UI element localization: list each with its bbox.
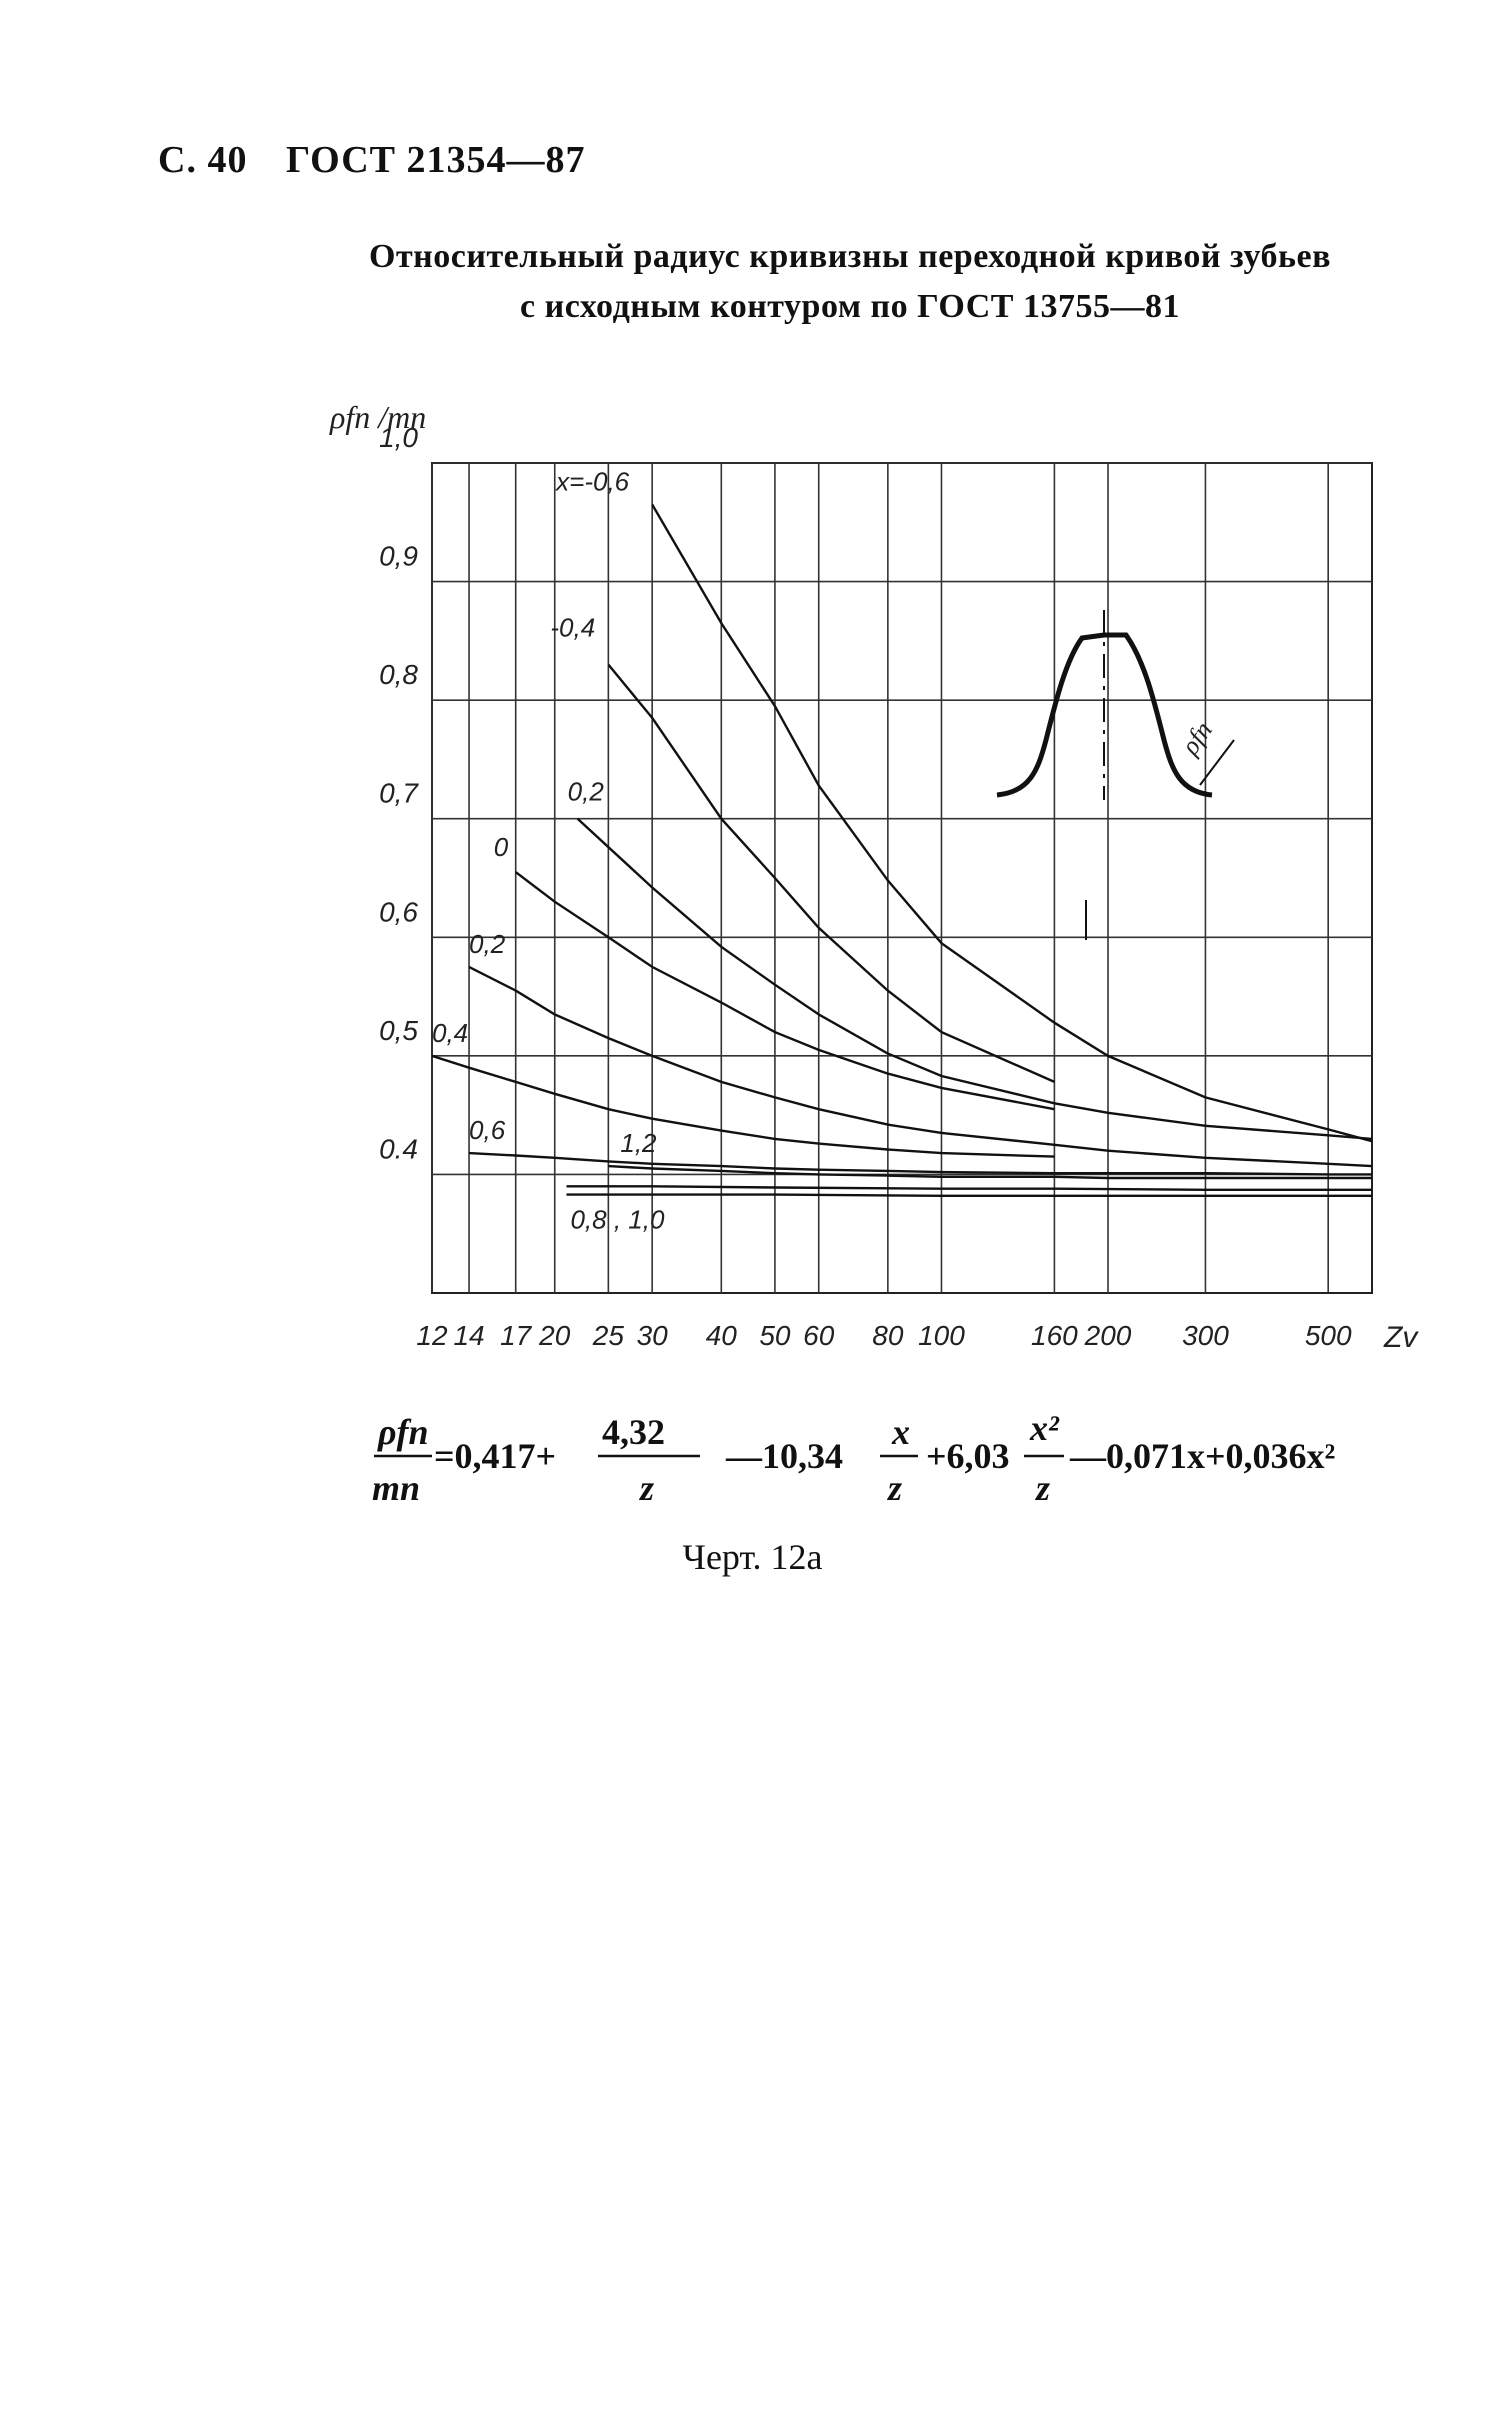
formula: ρfn mn =0,417+ 4,32 z —10,34 x z +6,03 x… bbox=[370, 1400, 1410, 1529]
formula-t3-den: z bbox=[1034, 1468, 1050, 1508]
formula-lhs-den: mn bbox=[372, 1468, 420, 1508]
series-label-8: 0,8 , 1,0 bbox=[570, 1204, 664, 1234]
series-label-7: 1,2 bbox=[620, 1128, 657, 1158]
x-tick-label: 25 bbox=[592, 1320, 625, 1351]
rho-arrow bbox=[1199, 739, 1235, 786]
series-line-7 bbox=[608, 1164, 1372, 1180]
rho-label: ρfn bbox=[1175, 716, 1218, 760]
chart-svg: 12 14 17 20 25 30 40 50 60 80 100 160 200 300 500 0.4 0,… bbox=[329, 399, 1419, 1354]
series-line-4 bbox=[468, 965, 1373, 1168]
formula-t2-num: x bbox=[891, 1412, 910, 1452]
y-tick-label: 0,7 bbox=[379, 778, 419, 809]
formula-t3-num: x² bbox=[1029, 1408, 1060, 1448]
x-tick-label: 80 bbox=[872, 1320, 904, 1351]
chart-title: Относительный радиус кривизны переходной… bbox=[300, 232, 1400, 332]
y-axis-label: ρfn /mn bbox=[329, 399, 426, 435]
series-line-5 bbox=[431, 1054, 1055, 1158]
chart-series bbox=[431, 503, 1373, 1197]
formula-svg: ρfn mn =0,417+ 4,32 z —10,34 x z +6,03 x… bbox=[372, 1408, 1335, 1508]
x-tick-label: 50 bbox=[759, 1320, 791, 1351]
x-tick-label: 200 bbox=[1084, 1320, 1132, 1351]
series-label-6: 0,6 bbox=[469, 1115, 506, 1145]
series-line-1 bbox=[607, 663, 1055, 1083]
chart-labels: 12 14 17 20 25 30 40 50 60 80 100 160 200 300 500 0.4 0,… bbox=[329, 399, 1419, 1354]
page-number: С. 40 bbox=[158, 139, 248, 181]
chart-grid bbox=[431, 462, 1373, 1294]
formula-t1-den: z bbox=[638, 1468, 654, 1508]
y-tick-label: 1,0 bbox=[379, 422, 418, 453]
formula-const: =0,417+ bbox=[434, 1436, 556, 1476]
x-tick-label: 12 bbox=[416, 1320, 448, 1351]
title-line-1: Относительный радиус кривизны переходной… bbox=[369, 238, 1331, 275]
x-tick-label: 160 bbox=[1031, 1320, 1078, 1351]
y-tick-label: 0,5 bbox=[379, 1015, 418, 1046]
x-tick-label: 300 bbox=[1182, 1320, 1229, 1351]
y-tick-label: 0,9 bbox=[379, 541, 418, 572]
y-tick-label: 0,6 bbox=[379, 896, 418, 927]
y-tick-label: 0,8 bbox=[379, 659, 418, 690]
series-label-3: 0 bbox=[494, 832, 509, 862]
series-label-1: -0,4 bbox=[550, 613, 595, 643]
formula-coef-3: +6,03 bbox=[926, 1436, 1010, 1476]
series-line-6 bbox=[468, 1151, 1372, 1176]
formula-t2-den: z bbox=[886, 1468, 902, 1508]
series-line-8 bbox=[566, 1185, 1372, 1191]
x-tick-label: 100 bbox=[918, 1320, 965, 1351]
formula-t1-num: 4,32 bbox=[602, 1412, 665, 1452]
x-tick-label: 60 bbox=[803, 1320, 835, 1351]
series-line-9 bbox=[566, 1193, 1372, 1197]
standard-number: ГОСТ 21354—87 bbox=[285, 139, 586, 181]
figure-caption: Черт. 12а bbox=[682, 1537, 823, 1577]
x-tick-label: 14 bbox=[453, 1320, 484, 1351]
series-label-0: x=-0,6 bbox=[554, 467, 630, 497]
formula-coef-2: —10,34 bbox=[725, 1436, 843, 1476]
series-line-2 bbox=[576, 817, 1373, 1141]
formula-lhs-num: ρfn bbox=[377, 1412, 429, 1452]
x-tick-label: 500 bbox=[1305, 1320, 1352, 1351]
tooth-profile-inset: ρfn bbox=[996, 610, 1235, 940]
x-tick-label: 30 bbox=[637, 1320, 669, 1351]
plot-frame bbox=[431, 462, 1373, 1294]
y-tick-label: 0.4 bbox=[379, 1133, 418, 1164]
formula-tail: —0,071x+0,036x² bbox=[1069, 1436, 1335, 1476]
page-header: С. 40 ГОСТ 21354—87 bbox=[158, 138, 614, 182]
series-label-4: 0,2 bbox=[469, 929, 506, 959]
title-line-2: с исходным контуром по ГОСТ 13755—81 bbox=[520, 288, 1180, 325]
series-label-5: 0,4 bbox=[432, 1018, 468, 1048]
series-line-3 bbox=[514, 871, 1055, 1111]
x-tick-label: 20 bbox=[538, 1320, 571, 1351]
series-label-2: 0,2 bbox=[568, 777, 605, 807]
x-tick-label: 40 bbox=[706, 1320, 738, 1351]
tooth-profile bbox=[996, 632, 1213, 798]
x-tick-label: 17 bbox=[500, 1320, 533, 1351]
x-axis-label: Zv bbox=[1383, 1321, 1419, 1354]
series-line-0 bbox=[651, 503, 1373, 1143]
